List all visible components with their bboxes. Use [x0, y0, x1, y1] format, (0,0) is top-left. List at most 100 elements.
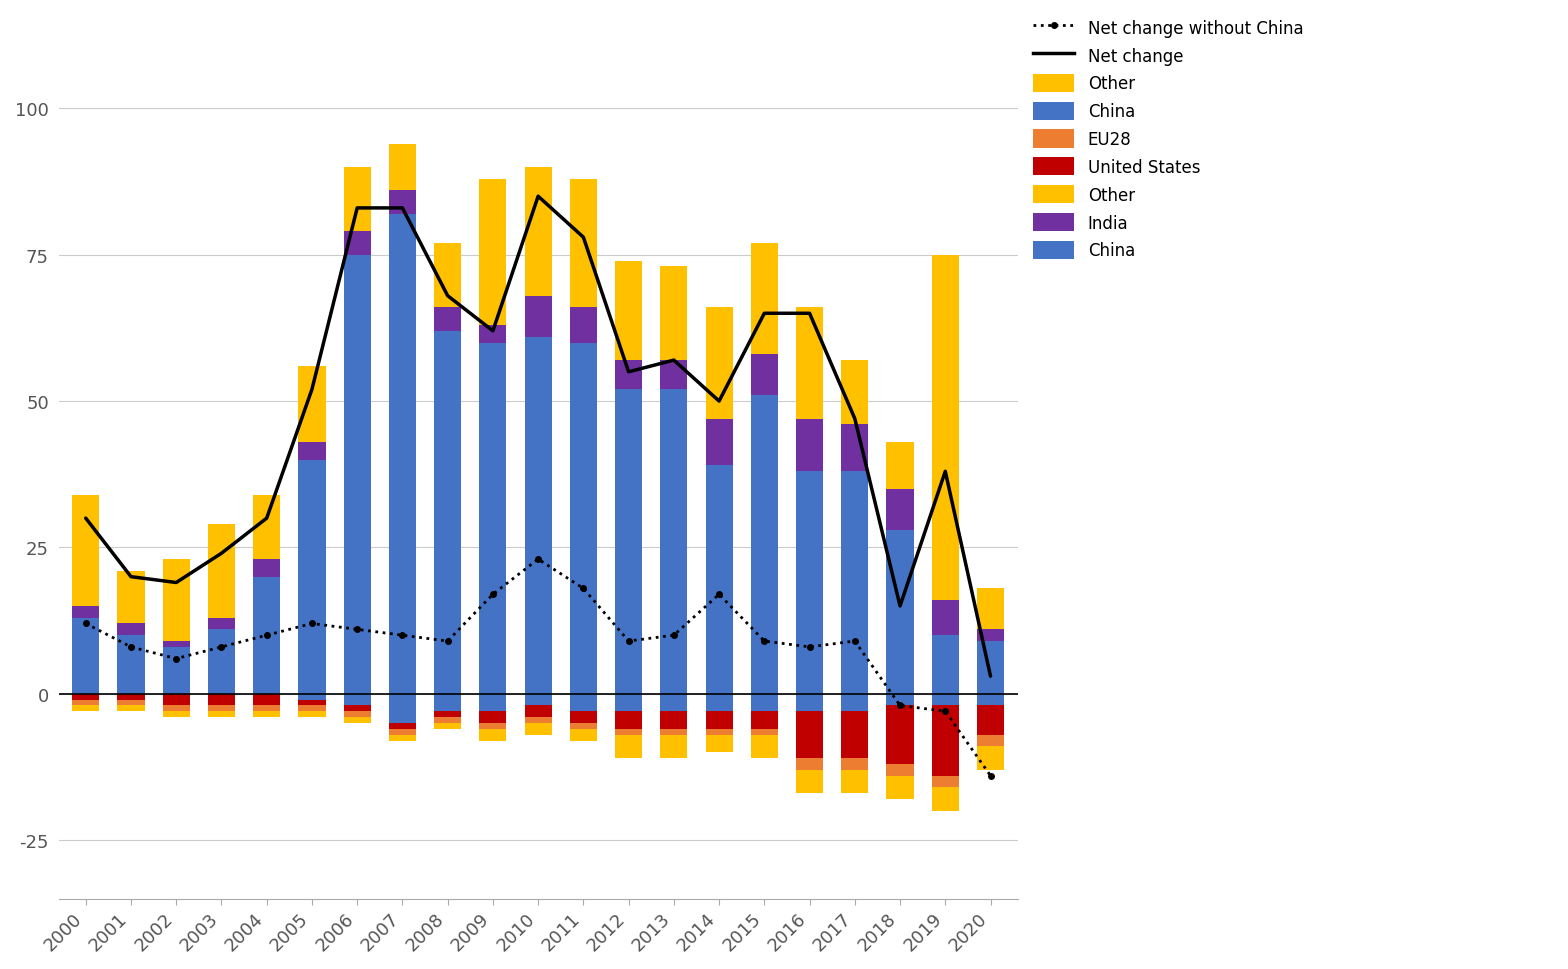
Bar	[389, 729, 416, 735]
Bar	[886, 694, 914, 705]
Bar	[480, 297, 506, 326]
Bar	[389, 694, 416, 723]
Bar	[298, 711, 326, 717]
Bar	[615, 262, 643, 331]
Bar	[660, 390, 687, 694]
Bar	[977, 641, 1004, 694]
Bar	[797, 420, 823, 472]
Bar	[298, 420, 326, 443]
Bar	[525, 168, 552, 267]
Bar	[434, 711, 461, 717]
Bar	[886, 776, 914, 799]
Bar	[343, 705, 370, 711]
Bar	[931, 636, 960, 694]
Bar	[706, 390, 732, 420]
Legend: Net change without China, Net change, Other, China, EU28, United States, Other, : Net change without China, Net change, Ot…	[1025, 13, 1309, 266]
Bar	[72, 694, 99, 700]
Bar	[163, 559, 190, 624]
Bar	[886, 443, 914, 466]
Bar	[480, 711, 506, 723]
Bar	[706, 694, 732, 711]
Bar	[886, 489, 914, 530]
Bar	[797, 390, 823, 420]
Bar	[797, 472, 823, 694]
Bar	[118, 636, 144, 694]
Bar	[751, 694, 778, 711]
Bar	[343, 694, 370, 705]
Bar	[434, 331, 461, 694]
Bar	[343, 711, 370, 717]
Bar	[389, 144, 416, 168]
Bar	[163, 641, 190, 647]
Bar	[163, 711, 190, 717]
Bar	[72, 583, 99, 607]
Bar	[751, 735, 778, 759]
Bar	[343, 208, 370, 233]
Bar	[931, 694, 960, 705]
Bar	[797, 711, 823, 759]
Bar	[525, 297, 552, 337]
Bar	[209, 618, 235, 630]
Bar	[706, 308, 732, 390]
Bar	[72, 705, 99, 711]
Bar	[298, 460, 326, 694]
Bar	[931, 578, 960, 601]
Bar	[480, 729, 506, 740]
Bar	[72, 618, 99, 694]
Bar	[525, 705, 552, 717]
Bar	[480, 326, 506, 343]
Bar	[209, 524, 235, 595]
Bar	[163, 694, 190, 705]
Bar	[252, 705, 281, 711]
Bar	[751, 395, 778, 694]
Bar	[343, 256, 370, 694]
Bar	[72, 607, 99, 618]
Bar	[525, 723, 552, 735]
Bar	[751, 355, 778, 395]
Bar	[615, 331, 643, 360]
Bar	[660, 729, 687, 735]
Bar	[434, 308, 461, 331]
Bar	[886, 705, 914, 765]
Bar	[209, 694, 235, 705]
Bar	[797, 694, 823, 711]
Bar	[343, 168, 370, 208]
Bar	[298, 705, 326, 711]
Bar	[298, 366, 326, 420]
Bar	[389, 214, 416, 694]
Bar	[615, 711, 643, 729]
Bar	[706, 735, 732, 753]
Bar	[252, 536, 281, 559]
Bar	[569, 279, 597, 308]
Bar	[118, 624, 144, 636]
Bar	[569, 729, 597, 740]
Bar	[252, 495, 281, 536]
Bar	[842, 694, 869, 711]
Bar	[842, 770, 869, 794]
Bar	[525, 337, 552, 694]
Bar	[931, 776, 960, 788]
Bar	[842, 472, 869, 694]
Bar	[886, 765, 914, 776]
Bar	[706, 420, 732, 466]
Bar	[163, 624, 190, 641]
Bar	[252, 711, 281, 717]
Bar	[163, 647, 190, 694]
Bar	[660, 694, 687, 711]
Bar	[977, 735, 1004, 747]
Bar	[797, 770, 823, 794]
Bar	[660, 267, 687, 331]
Bar	[797, 308, 823, 390]
Bar	[615, 694, 643, 711]
Bar	[252, 578, 281, 694]
Bar	[525, 267, 552, 297]
Bar	[751, 711, 778, 729]
Bar	[434, 244, 461, 285]
Bar	[977, 694, 1004, 705]
Bar	[118, 571, 144, 612]
Bar	[842, 759, 869, 770]
Bar	[434, 285, 461, 308]
Bar	[252, 559, 281, 578]
Bar	[615, 390, 643, 694]
Bar	[886, 530, 914, 694]
